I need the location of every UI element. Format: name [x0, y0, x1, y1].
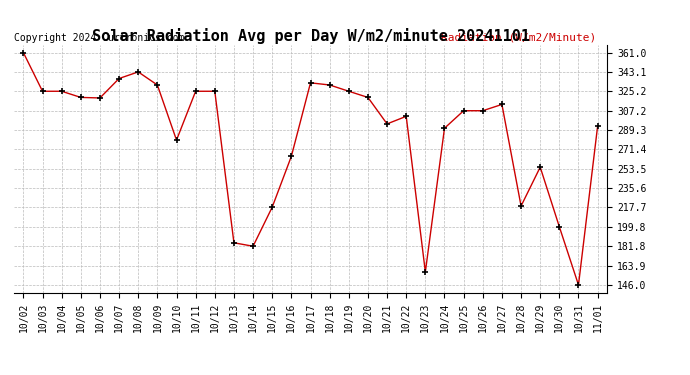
Text: Radiation (W/m2/Minute): Radiation (W/m2/Minute) [441, 33, 596, 42]
Title: Solar Radiation Avg per Day W/m2/minute 20241101: Solar Radiation Avg per Day W/m2/minute … [92, 28, 529, 44]
Text: Copyright 2024 Curtronics.com: Copyright 2024 Curtronics.com [14, 33, 184, 42]
